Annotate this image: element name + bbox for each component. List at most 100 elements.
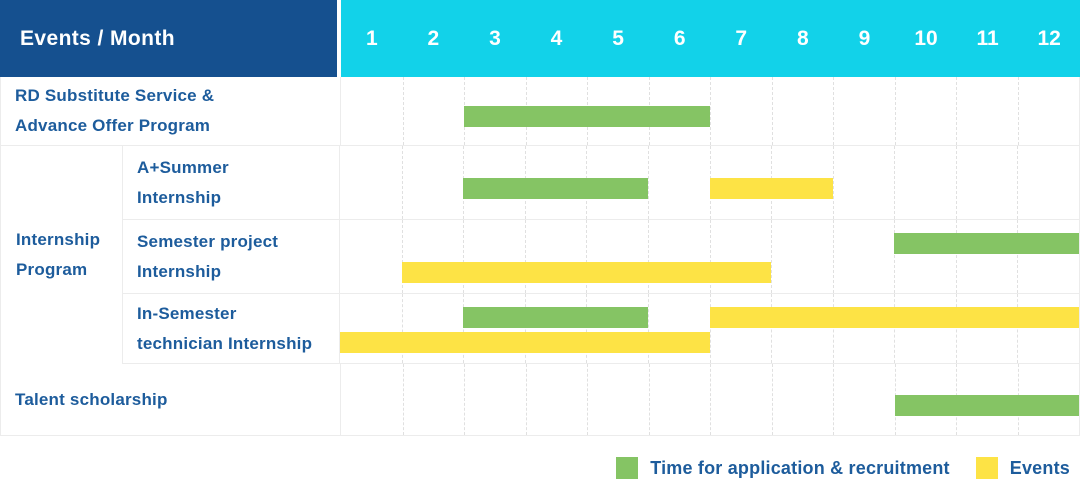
month-header-cell: 1 — [365, 26, 378, 50]
header-divider — [337, 0, 341, 77]
month-gridline — [1017, 220, 1019, 293]
month-header-cell: 11 — [976, 26, 999, 50]
row-label-text: Talent scholarship — [15, 389, 168, 409]
row-label-text: Semester project Internship — [137, 231, 279, 281]
row-label: A+Summer Internship — [123, 146, 340, 219]
group-sub-rows: A+Summer Internship Semester project Inte… — [123, 146, 1079, 364]
yellow-swatch-icon — [975, 457, 998, 479]
row-timeline — [340, 294, 1079, 363]
month-gridline — [771, 294, 773, 363]
month-gridline — [955, 220, 957, 293]
month-gridline — [832, 146, 834, 219]
row-label-text: A+Summer Internship — [137, 157, 229, 207]
month-gridline — [463, 220, 465, 293]
month-gridline — [709, 220, 711, 293]
table-row: Semester project Internship — [123, 220, 1079, 294]
row-label: In-Semester technician Internship — [123, 294, 340, 363]
month-gridline — [401, 146, 403, 219]
legend: Time for application & recruitment Event… — [616, 457, 1070, 479]
month-gridline — [524, 294, 526, 363]
month-gridline — [647, 146, 649, 219]
event-bar — [340, 332, 710, 353]
event-bar — [709, 178, 833, 199]
month-gridline — [586, 294, 588, 363]
month-gridline — [524, 220, 526, 293]
row-label: Talent scholarship — [1, 364, 341, 435]
month-gridline — [709, 294, 711, 363]
month-gridline — [1017, 146, 1019, 219]
month-gridline — [401, 294, 403, 363]
month-gridline — [832, 294, 834, 363]
table-row-group: Internship Program A+Summer Internship Sem… — [1, 146, 1079, 364]
month-gridline — [771, 220, 773, 293]
month-header-cell: 5 — [612, 26, 624, 50]
row-timeline — [340, 220, 1079, 293]
row-timeline — [340, 146, 1079, 219]
table-row: In-Semester technician Internship — [123, 294, 1079, 364]
row-timeline — [341, 77, 1079, 145]
month-gridline — [647, 220, 649, 293]
month-gridline — [402, 77, 404, 145]
month-gridline — [525, 364, 527, 435]
month-header-cell: 10 — [914, 26, 938, 50]
month-header-cell: 7 — [735, 26, 748, 50]
legend-label-events: Events — [1009, 457, 1070, 478]
application-bar — [894, 395, 1079, 416]
month-header-cell: 9 — [858, 26, 871, 50]
table-row: A+Summer Internship — [123, 146, 1079, 220]
table-row: Talent scholarship — [1, 364, 1079, 436]
month-gridline — [648, 364, 650, 435]
event-bar — [401, 262, 772, 283]
event-bar — [709, 307, 1079, 328]
month-header-cell: 3 — [489, 26, 501, 50]
application-bar — [463, 178, 648, 199]
month-gridline — [402, 364, 404, 435]
month-header-cell: 2 — [427, 26, 440, 50]
month-gridline — [955, 294, 957, 363]
month-gridline — [586, 220, 588, 293]
month-gridline — [587, 364, 588, 435]
month-gridline — [463, 294, 465, 363]
header-events-month-cell: Events / Month — [0, 0, 337, 77]
month-header-row: 1 2 3 4 5 6 7 8 9 10 11 12 — [341, 0, 1080, 77]
month-gridline — [833, 364, 834, 435]
schedule-body: RD Substitute Service & Advance Offer Pr… — [0, 77, 1080, 436]
table-row: RD Substitute Service & Advance Offer Pr… — [1, 77, 1079, 146]
month-gridline — [894, 220, 896, 293]
month-gridline — [1017, 77, 1019, 145]
row-timeline — [341, 364, 1079, 435]
legend-item-events: Events — [975, 457, 1070, 479]
month-header-cell: 6 — [673, 26, 686, 50]
application-bar — [464, 106, 710, 127]
application-bar — [463, 307, 648, 328]
month-header-cell: 12 — [1037, 26, 1061, 50]
month-gridline — [894, 146, 896, 219]
month-gridline — [771, 77, 773, 145]
application-bar — [894, 233, 1079, 254]
month-gridline — [464, 364, 465, 435]
month-gridline — [401, 220, 403, 293]
month-gridline — [832, 220, 834, 293]
legend-label-application: Time for application & recruitment — [650, 457, 950, 478]
green-swatch-icon — [616, 457, 639, 479]
month-gridline — [710, 364, 711, 435]
row-label: Semester project Internship — [123, 220, 340, 293]
month-gridline — [710, 77, 711, 145]
header-title: Events / Month — [20, 26, 175, 50]
group-label-cell: Internship Program — [1, 146, 123, 364]
month-gridline — [833, 77, 834, 145]
month-gridline — [955, 146, 957, 219]
month-gridline — [894, 294, 896, 363]
row-label-text: RD Substitute Service & Advance Offer Pr… — [15, 86, 215, 135]
month-gridline — [771, 364, 773, 435]
month-gridline — [1017, 294, 1019, 363]
month-gridline — [956, 77, 957, 145]
row-label-text: Internship Program — [16, 230, 101, 279]
month-header-cell: 8 — [796, 26, 809, 50]
month-gridline — [647, 294, 649, 363]
month-gridline — [894, 77, 896, 145]
month-header-cell: 4 — [550, 26, 563, 50]
legend-item-application: Time for application & recruitment — [616, 457, 950, 479]
row-label-text: In-Semester technician Internship — [137, 303, 313, 353]
